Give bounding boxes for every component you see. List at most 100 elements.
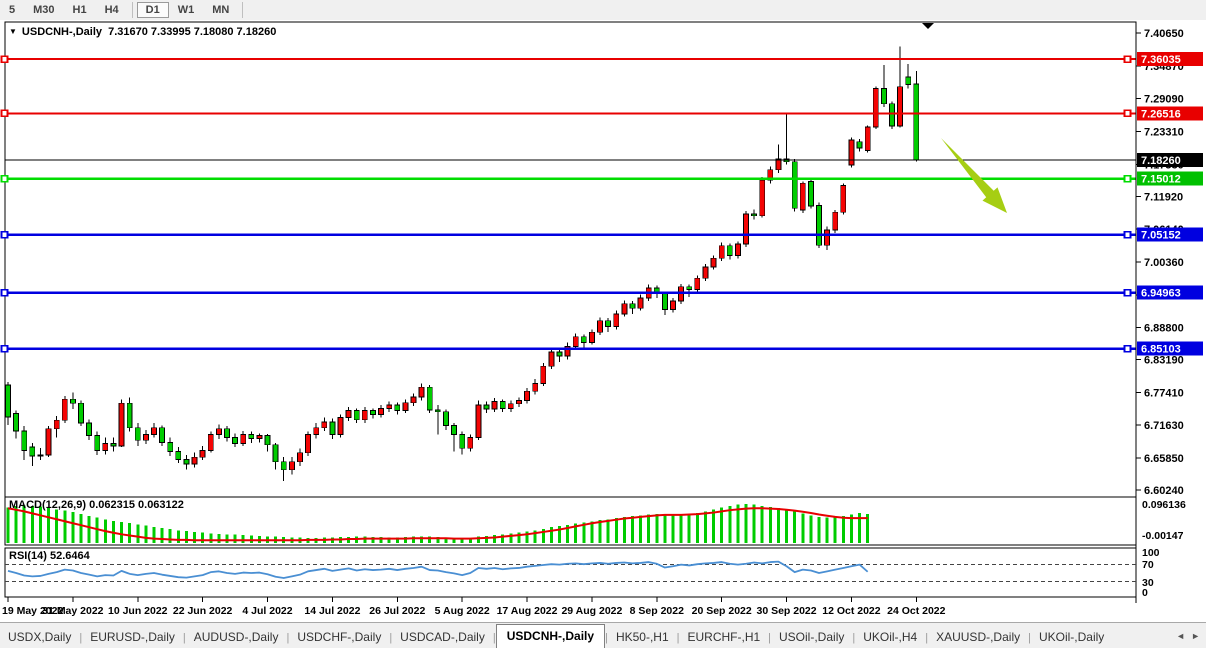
- tab-scroll-left-icon[interactable]: ◄: [1176, 631, 1186, 641]
- tab-separator: |: [852, 632, 856, 644]
- tab-audusd-daily[interactable]: AUDUSD-,Daily: [193, 630, 279, 644]
- svg-text:0.096136: 0.096136: [1142, 499, 1186, 511]
- chart-dropdown-icon[interactable]: ▼: [9, 27, 17, 36]
- line-handle: [0, 109, 9, 118]
- rsi-indicator-label: RSI(14) 52.6464: [9, 550, 90, 562]
- line-handle: [0, 344, 9, 353]
- hline-7.26516[interactable]: [0, 109, 1137, 118]
- chart-window: 7.406507.348707.290907.233107.175307.119…: [0, 20, 1206, 622]
- tab-usdcad-daily[interactable]: USDCAD-,Daily: [400, 630, 485, 644]
- svg-text:0: 0: [1142, 587, 1148, 599]
- svg-text:6.85103: 6.85103: [1141, 344, 1181, 356]
- tab-separator: |: [79, 632, 83, 644]
- timeframe-button-mn[interactable]: MN: [212, 4, 230, 16]
- chart-canvas[interactable]: 7.406507.348707.290907.233107.175307.119…: [0, 20, 1206, 622]
- tab-separator: |: [286, 632, 290, 644]
- price-axis-labels: 7.406507.348707.290907.233107.175307.119…: [1136, 28, 1184, 497]
- svg-text:5 Aug 2022: 5 Aug 2022: [435, 605, 490, 617]
- hline-6.85103[interactable]: [0, 344, 1137, 353]
- timeframe-button-h1[interactable]: H1: [72, 4, 87, 16]
- svg-text:30: 30: [1142, 577, 1154, 589]
- tab-usdx-daily[interactable]: USDX,Daily: [8, 630, 72, 644]
- svg-text:7.23310: 7.23310: [1144, 127, 1184, 139]
- price-tag-7.15012: 7.15012: [1137, 171, 1203, 186]
- tab-separator: |: [768, 632, 772, 644]
- tab-separator: |: [182, 632, 186, 644]
- svg-text:26 Jul 2022: 26 Jul 2022: [369, 605, 425, 617]
- price-tag-7.05152: 7.05152: [1137, 227, 1203, 242]
- svg-text:31 May 2022: 31 May 2022: [42, 605, 103, 617]
- macd-plot: 0.096136 -0.00147: [6, 499, 1186, 543]
- tab-usoil-daily[interactable]: USOil-,Daily: [779, 630, 845, 644]
- svg-text:6.71630: 6.71630: [1144, 420, 1184, 432]
- svg-text:4 Jul 2022: 4 Jul 2022: [242, 605, 292, 617]
- svg-text:6.60240: 6.60240: [1144, 485, 1184, 497]
- line-handle: [1123, 230, 1132, 239]
- tab-eurusd-daily[interactable]: EURUSD-,Daily: [90, 630, 175, 644]
- toolbar-separator: [131, 2, 133, 18]
- candlesticks: [5, 46, 920, 482]
- svg-text:6.83190: 6.83190: [1144, 355, 1184, 367]
- svg-text:30 Sep 2022: 30 Sep 2022: [756, 605, 816, 617]
- timeframe-button-m30[interactable]: M30: [33, 4, 55, 16]
- line-handle: [1123, 55, 1132, 64]
- main-pane: [4, 21, 1137, 498]
- hline-7.36035[interactable]: [0, 55, 1137, 64]
- svg-text:7.00360: 7.00360: [1144, 257, 1184, 269]
- price-tag-7.18260: 7.18260: [1137, 153, 1203, 168]
- svg-text:6.77410: 6.77410: [1144, 387, 1184, 399]
- tab-ukoil-daily[interactable]: UKOil-,Daily: [1038, 630, 1105, 644]
- price-tag-6.94963: 6.94963: [1137, 285, 1203, 300]
- timeframe-button-m5[interactable]: 5: [9, 4, 16, 16]
- macd-signal-line: [7, 507, 868, 542]
- tab-hk50-h1[interactable]: HK50-,H1: [615, 630, 669, 644]
- svg-text:6.65850: 6.65850: [1144, 453, 1184, 465]
- tab-separator: |: [925, 632, 929, 644]
- svg-text:22 Jun 2022: 22 Jun 2022: [173, 605, 233, 617]
- chart-shift-marker[interactable]: [922, 23, 934, 29]
- tab-usdcnh-daily[interactable]: USDCNH-,Daily: [495, 624, 606, 648]
- timeframe-button-d1[interactable]: D1: [136, 2, 169, 18]
- price-tag-7.36035: 7.36035: [1137, 52, 1203, 67]
- svg-text:70: 70: [1142, 559, 1154, 571]
- svg-text:7.26516: 7.26516: [1141, 108, 1181, 120]
- line-handle: [1123, 288, 1132, 297]
- line-handle: [1123, 109, 1132, 118]
- line-handle: [0, 288, 9, 297]
- timeframe-button-w1[interactable]: W1: [177, 4, 195, 16]
- svg-text:24 Oct 2022: 24 Oct 2022: [887, 605, 946, 617]
- tab-scroll-right-icon[interactable]: ►: [1191, 631, 1200, 641]
- price-tag-6.85103: 6.85103: [1137, 341, 1203, 356]
- svg-text:7.11920: 7.11920: [1144, 191, 1183, 203]
- tab-scroll-controls: ◄ ►: [1170, 623, 1206, 648]
- svg-text:8 Sep 2022: 8 Sep 2022: [630, 605, 684, 617]
- svg-text:6.88800: 6.88800: [1144, 323, 1184, 335]
- chart-title-text: USDCNH-,Daily 7.31670 7.33995 7.18080 7.…: [21, 26, 277, 38]
- svg-text:7.05152: 7.05152: [1141, 230, 1181, 242]
- price-tag-7.26516: 7.26516: [1137, 106, 1203, 121]
- svg-text:20 Sep 2022: 20 Sep 2022: [692, 605, 752, 617]
- trend-arrow-annotation[interactable]: [941, 138, 1007, 213]
- tab-ukoil-h4[interactable]: UKOil-,H4: [863, 630, 918, 644]
- hline-6.94963[interactable]: [0, 288, 1137, 297]
- tab-separator: |: [492, 632, 496, 644]
- svg-text:7.29090: 7.29090: [1144, 94, 1184, 106]
- hline-7.15012[interactable]: [0, 174, 1137, 183]
- hline-7.05152[interactable]: [0, 230, 1137, 239]
- timeframe-button-h4[interactable]: H4: [104, 4, 119, 16]
- tab-xauusd-daily[interactable]: XAUUSD-,Daily: [936, 630, 1021, 644]
- tab-separator: |: [1028, 632, 1031, 644]
- tab-usdchf-daily[interactable]: USDCHF-,Daily: [297, 630, 382, 644]
- svg-text:29 Aug 2022: 29 Aug 2022: [561, 605, 622, 617]
- svg-text:19 May 2022: 19 May 2022: [2, 605, 63, 617]
- symbol-tab-bar: USDX,Daily | EURUSD-,Daily | AUDUSD-,Daily | U…: [0, 622, 1206, 648]
- tab-eurchf-h1[interactable]: EURCHF-,H1: [687, 630, 761, 644]
- tab-separator: |: [389, 632, 393, 644]
- line-handle: [0, 55, 9, 64]
- svg-text:7.40650: 7.40650: [1144, 28, 1184, 40]
- tab-separator: |: [676, 632, 680, 644]
- svg-text:-0.00147: -0.00147: [1142, 530, 1184, 542]
